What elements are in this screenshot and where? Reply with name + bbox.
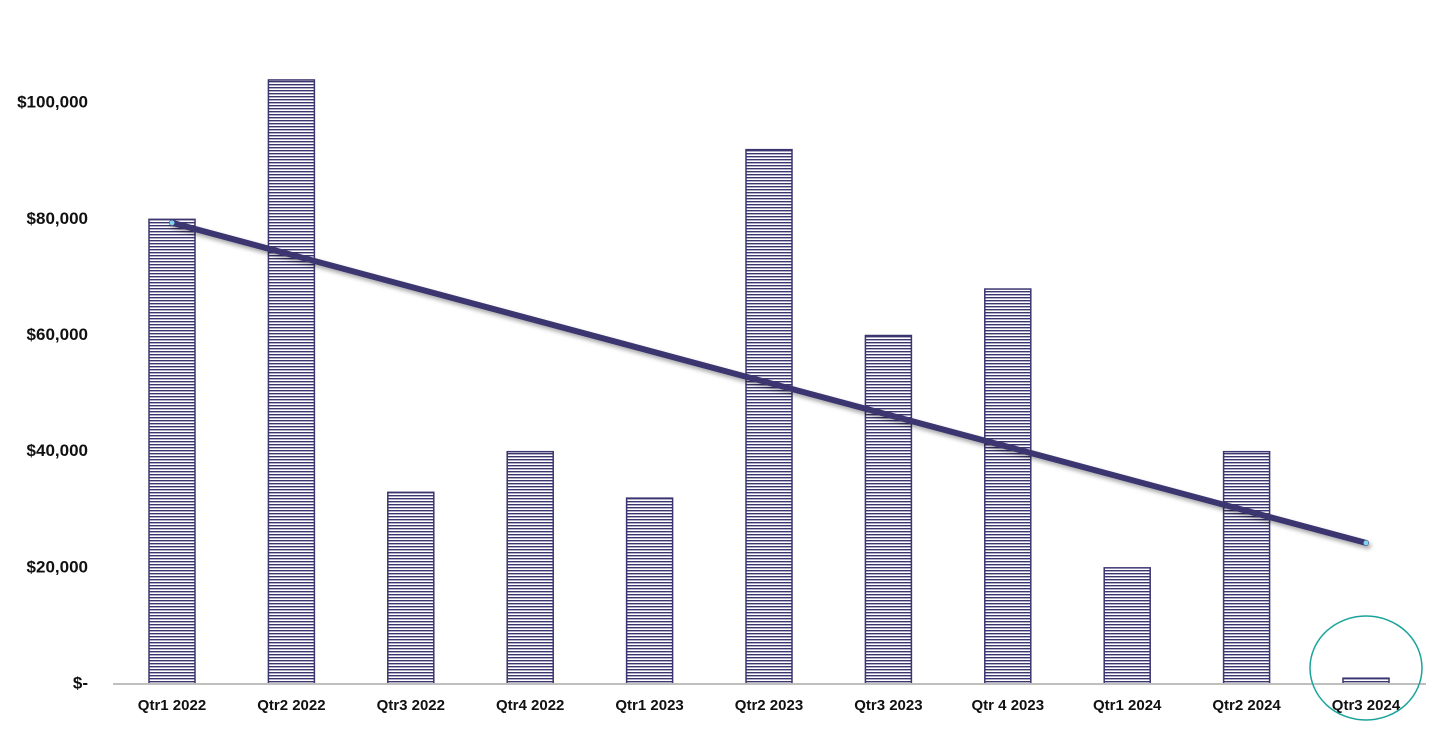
x-tick-label: Qtr4 2022 [496,697,564,714]
x-tick-label: Qtr1 2022 [138,697,206,714]
trendline-endpoint [1363,540,1369,546]
trendline-endpoint [169,220,175,226]
bar [267,79,316,685]
x-tick-label: Qtr3 2023 [854,697,922,714]
bar [1103,567,1151,685]
bar [864,334,913,685]
bar [1222,450,1271,685]
trendline [169,219,1369,546]
y-tick-label: $20,000 [27,557,88,576]
highlight-circle [1309,615,1423,721]
y-tick-label: $40,000 [27,441,88,460]
bar [984,288,1032,685]
bar [506,450,554,685]
x-tick-label: Qtr1 2024 [1093,697,1162,714]
y-tick-label: $60,000 [27,325,88,344]
x-tick-label: Qtr3 2024 [1332,697,1401,714]
x-tick-label: Qtr1 2023 [615,697,683,714]
bar [625,497,674,685]
x-tick-label: Qtr2 2023 [735,697,803,714]
x-tick-label: Qtr2 2024 [1212,697,1281,714]
y-tick-label: $80,000 [27,209,88,228]
bar [387,491,435,685]
x-tick-label: Qtr3 2022 [377,697,445,714]
x-tick-label: Qtr2 2022 [257,697,325,714]
bar [745,148,793,685]
y-tick-label: $- [73,673,88,692]
x-tick-label: Qtr 4 2023 [972,697,1045,714]
y-tick-label: $100,000 [17,93,88,112]
bar [148,218,196,685]
